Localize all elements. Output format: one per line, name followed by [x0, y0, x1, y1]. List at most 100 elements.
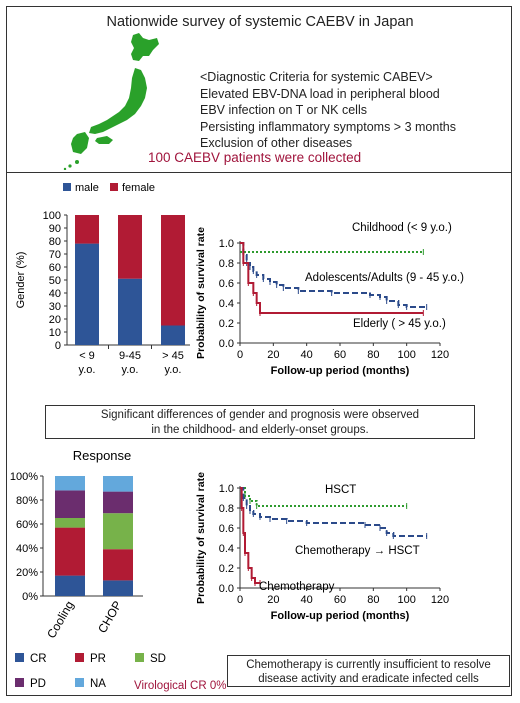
legend-label: PR — [90, 653, 106, 665]
y-tick-label: 80 — [49, 236, 61, 248]
y-tick-label: 40% — [16, 543, 38, 555]
hokkaido-shape — [131, 33, 159, 61]
x-tick-label: 9-45 — [119, 350, 141, 362]
survival-curve — [240, 242, 424, 314]
bar-segment — [75, 243, 99, 345]
y-tick-label: 1.0 — [219, 238, 234, 250]
x-tick-label: 0 — [237, 594, 243, 606]
y-tick-label: 0.8 — [219, 503, 234, 515]
y-tick-label: 40 — [49, 288, 61, 300]
bar-segment — [103, 476, 133, 492]
x-tick-label: 20 — [267, 349, 279, 361]
page-title: Nationwide survey of systemic CAEBV in J… — [106, 14, 414, 30]
note-line: Significant differences of gender and pr… — [100, 409, 420, 421]
note-line: disease activity and eradicate infected … — [258, 673, 479, 685]
y-tick-label: 100% — [10, 471, 38, 483]
bar-segment — [103, 513, 133, 550]
y-tick-label: 70 — [49, 249, 61, 261]
y-tick-label: 0.2 — [219, 563, 234, 575]
bar-segment — [161, 215, 185, 326]
y-tick-label: 100 — [43, 210, 61, 222]
y-tick-label: 0.4 — [219, 298, 234, 310]
x-tick-label: 0 — [237, 349, 243, 361]
section-divider — [6, 172, 512, 173]
x-tick-label: 120 — [431, 594, 449, 606]
bar-segment — [103, 549, 133, 581]
criteria-item: Persisting inflammatory symptoms > 3 mon… — [200, 119, 456, 134]
x-tick-label: y.o. — [79, 364, 96, 376]
legend-swatch — [15, 653, 24, 662]
x-tick-label: 40 — [301, 594, 313, 606]
x-tick-label: 80 — [367, 594, 379, 606]
series-label: Chemotherapy → HSCT — [295, 545, 420, 557]
y-tick-label: 60 — [49, 262, 61, 274]
y-tick-label: 60% — [16, 519, 38, 531]
y-tick-label: 20% — [16, 567, 38, 579]
bar-segment — [55, 476, 85, 491]
y-tick-label: 0.6 — [219, 278, 234, 290]
y-tick-label: 0.0 — [219, 338, 234, 350]
kyushu-shape — [71, 132, 89, 154]
bar-segment — [75, 215, 99, 244]
legend-swatch — [63, 183, 71, 191]
bar-segment — [118, 278, 142, 345]
x-tick-label: 40 — [301, 349, 313, 361]
x-tick-label: y.o. — [122, 364, 139, 376]
bar-segment — [118, 215, 142, 279]
x-axis-label: Follow-up period (months) — [271, 365, 410, 377]
x-tick-label: 60 — [334, 349, 346, 361]
legend-label: NA — [90, 678, 106, 690]
legend-swatch — [75, 653, 84, 662]
series-label: HSCT — [325, 484, 356, 496]
series-label: Childhood (< 9 y.o.) — [352, 222, 452, 234]
x-tick-label: > 45 — [162, 350, 184, 362]
legend-label: CR — [30, 653, 47, 665]
series-label: Chemotherapy — [259, 581, 335, 593]
chemotherapy-note: Chemotherapy is currently insufficient t… — [227, 655, 510, 687]
y-tick-label: 1.0 — [219, 483, 234, 495]
bar-segment — [103, 491, 133, 514]
criteria-heading: <Diagnostic Criteria for systemic CABEV> — [200, 70, 433, 84]
virological-cr: Virological CR 0% — [134, 680, 227, 692]
honshu-shape — [89, 68, 147, 134]
legend-label: female — [122, 182, 155, 194]
legend-swatch — [135, 653, 144, 662]
gender-prognosis-note: Significant differences of gender and pr… — [45, 405, 475, 439]
survival-curve — [240, 487, 407, 507]
legend-label: SD — [150, 653, 166, 665]
patients-collected: 100 CAEBV patients were collected — [148, 150, 362, 165]
legend-swatch — [75, 678, 84, 687]
y-tick-label: 0.4 — [219, 543, 234, 555]
x-axis-label: Follow-up period (months) — [271, 610, 410, 622]
x-tick-label: 100 — [397, 349, 415, 361]
y-axis-label: Gender (%) — [15, 252, 27, 309]
y-tick-label: 30 — [49, 301, 61, 313]
y-tick-label: 90 — [49, 223, 61, 235]
bar-segment — [55, 490, 85, 518]
shikoku-shape — [95, 136, 113, 144]
x-tick-label: 100 — [397, 594, 415, 606]
bar-segment — [103, 580, 133, 596]
y-tick-label: 50 — [49, 275, 61, 287]
x-tick-label: Cooling — [44, 599, 76, 641]
bar-segment — [55, 527, 85, 576]
y-axis-label: Probability of survival rate — [195, 472, 207, 604]
y-tick-label: 0.6 — [219, 523, 234, 535]
y-tick-label: 0% — [22, 591, 38, 603]
criteria-item: EBV infection on T or NK cells — [200, 103, 367, 117]
y-tick-label: 80% — [16, 495, 38, 507]
diagnostic-criteria: <Diagnostic Criteria for systemic CABEV>… — [200, 69, 456, 152]
bar-segment — [55, 518, 85, 528]
x-tick-label: 80 — [367, 349, 379, 361]
japan-map-icon — [63, 33, 159, 170]
survival-by-treatment-chart: 0.0 0.2 0.4 0.6 0.8 1.0 0 20 40 60 80 100 120 Follow-… — [195, 472, 449, 622]
legend-swatch — [15, 678, 24, 687]
x-tick-label: y.o. — [165, 364, 182, 376]
survival-curve — [240, 487, 427, 537]
survival-by-age-chart: 0.0 0.2 0.4 0.6 0.8 1.0 0 20 40 60 80 100 120 Follow-… — [195, 222, 464, 377]
y-axis-label: Probability of survival rate — [195, 227, 207, 359]
x-tick-label: 120 — [431, 349, 449, 361]
note-line: in the childhood- and elderly-onset grou… — [151, 424, 369, 436]
response-bar-chart: Response 0% 20% 40% 60% 80% 100% Cooling CHOP — [10, 448, 143, 641]
